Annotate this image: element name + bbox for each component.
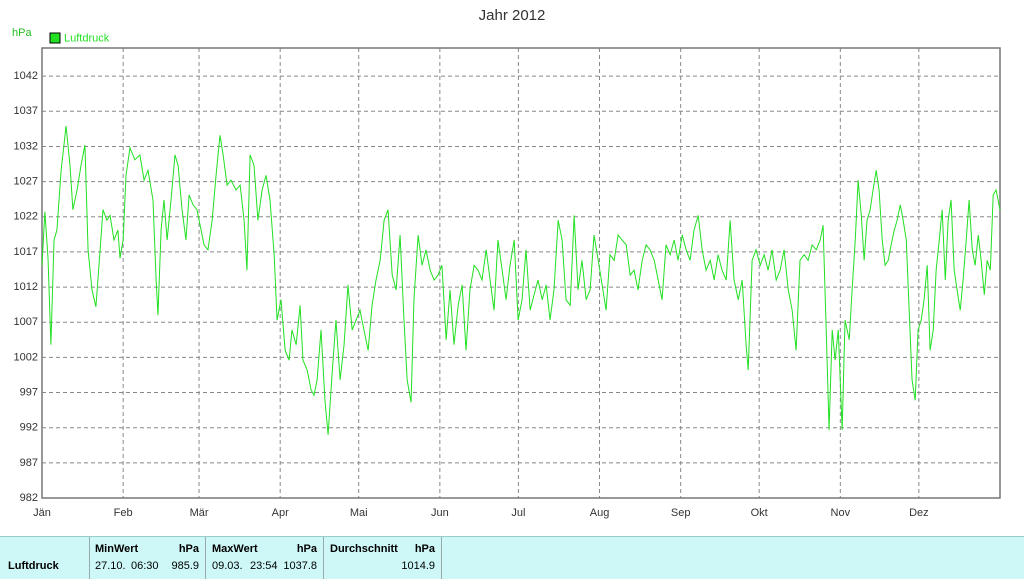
separator (323, 537, 324, 579)
y-tick-label: 992 (20, 422, 38, 434)
y-tick-label: 1017 (14, 246, 38, 258)
y-tick-label: 1037 (14, 105, 38, 117)
x-tick-label: Nov (831, 507, 851, 519)
cell: 985.9 (171, 560, 199, 572)
y-tick-label: 1027 (14, 176, 38, 188)
header-cell: MinWert (95, 543, 139, 555)
x-tick-label: Okt (751, 507, 768, 519)
legend-swatch (49, 32, 61, 44)
cell: 27.10. (95, 560, 126, 572)
y-tick-label: 982 (20, 492, 38, 504)
x-tick-label: Mär (190, 507, 209, 519)
header-cell: hPa (296, 543, 317, 555)
cell: 23:54 (250, 560, 278, 572)
y-tick-label: 1012 (14, 281, 38, 293)
y-tick-label: 1032 (14, 140, 38, 152)
stats-table: MinWert hPa MaxWert hPa Durchschnitt hPa… (0, 536, 1024, 579)
y-unit-label: hPa (12, 27, 32, 39)
y-tick-label: 1022 (14, 211, 38, 223)
x-tick-label: Jul (511, 507, 525, 519)
row-label: Luftdruck (8, 560, 59, 572)
plot-frame (41, 47, 1001, 499)
x-tick-label: Apr (272, 507, 289, 519)
cell: 09.03. (212, 560, 243, 572)
cell: 06:30 (131, 560, 159, 572)
y-tick-label: 1002 (14, 351, 38, 363)
x-tick-label: Sep (671, 507, 691, 519)
separator (205, 537, 206, 579)
header-cell: MaxWert (212, 543, 258, 555)
separator (89, 537, 90, 579)
x-tick-label: Dez (909, 507, 929, 519)
separator (441, 537, 442, 579)
y-tick-label: 1042 (14, 70, 38, 82)
chart: Jahr 2012 hPa 982 987 992 997 1002 1007 1012 10… (12, 7, 1001, 519)
plot-area (42, 48, 1000, 498)
x-tick-label: Feb (114, 507, 133, 519)
x-tick-label: Jän (33, 507, 51, 519)
y-tick-label: 1007 (14, 316, 38, 328)
header-cell: hPa (414, 543, 435, 555)
chart-title: Jahr 2012 (479, 7, 546, 24)
legend-label: Luftdruck (64, 32, 110, 44)
line (41, 125, 1001, 435)
y-tick-label: 987 (20, 457, 38, 469)
x-tick-label: Aug (590, 507, 610, 519)
y-tick-label: 997 (20, 386, 38, 398)
header-cell: hPa (178, 543, 199, 555)
cell: 1014.9 (401, 560, 435, 572)
cell: 1037.8 (283, 560, 317, 572)
x-tick-label: Jun (431, 507, 449, 519)
header-cell: Durchschnitt (330, 543, 398, 555)
x-tick-label: Mai (350, 507, 368, 519)
